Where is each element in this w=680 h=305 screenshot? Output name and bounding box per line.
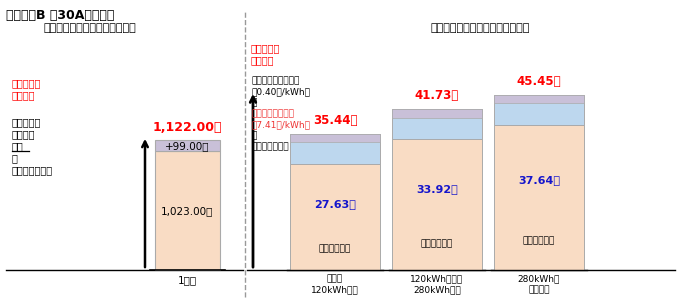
Bar xyxy=(494,125,584,270)
Text: 第３段階料金: 第３段階料金 xyxy=(523,236,555,246)
Text: 27.63円: 27.63円 xyxy=(314,199,356,209)
Text: 1契約: 1契約 xyxy=(178,275,197,285)
Text: 現行の料金単価: 現行の料金単価 xyxy=(251,142,288,152)
Text: 41.73円: 41.73円 xyxy=(415,89,459,102)
Text: 45.45円: 45.45円 xyxy=(517,75,561,88)
Text: 現行の料金単価: 現行の料金単価 xyxy=(12,165,53,175)
Text: 280kWhを
こえる分: 280kWhを こえる分 xyxy=(517,274,560,294)
Bar xyxy=(290,134,380,163)
Text: ＋: ＋ xyxy=(251,131,256,141)
Text: 120kWhをこえ
280kWhまで: 120kWhをこえ 280kWhまで xyxy=(411,274,464,294)
Text: 37.64円: 37.64円 xyxy=(518,175,560,185)
Text: 小売料金の見直し: 小売料金の見直し xyxy=(251,109,294,119)
Bar xyxy=(494,95,584,103)
Text: 託送料金の: 託送料金の xyxy=(12,117,41,127)
Bar xyxy=(155,152,220,270)
Text: 値上げ分: 値上げ分 xyxy=(12,129,35,139)
Text: 第２段階料金: 第２段階料金 xyxy=(421,239,453,248)
Bar xyxy=(155,140,220,152)
Text: 従量電灯B （30A）の場合: 従量電灯B （30A）の場合 xyxy=(6,9,114,22)
Text: 1,023.00円: 1,023.00円 xyxy=(161,206,214,216)
Text: 託送料金の値上げ分: 託送料金の値上げ分 xyxy=(251,77,299,85)
Text: （0.40円/kWh）: （0.40円/kWh） xyxy=(251,88,310,96)
Text: 【電力量料金の見直しイメージ】: 【電力量料金の見直しイメージ】 xyxy=(430,23,530,33)
Text: 料金単価: 料金単価 xyxy=(12,90,35,100)
Text: 第１段階料金: 第１段階料金 xyxy=(319,244,351,253)
Text: 値上げ後の: 値上げ後の xyxy=(251,43,280,53)
Text: 料金単価: 料金単価 xyxy=(251,55,275,65)
Bar xyxy=(392,109,482,139)
Bar xyxy=(290,163,380,270)
Bar xyxy=(494,95,584,125)
Text: ＋: ＋ xyxy=(12,153,18,163)
Text: 35.44円: 35.44円 xyxy=(313,113,357,127)
Bar xyxy=(392,139,482,270)
Text: 1,122.00円: 1,122.00円 xyxy=(153,121,222,134)
Text: 【基本料金の見直しイメージ】: 【基本料金の見直しイメージ】 xyxy=(44,23,137,33)
Text: ＋: ＋ xyxy=(251,99,256,107)
Text: 33.92円: 33.92円 xyxy=(416,184,458,194)
Text: 最初の
120kWhまで: 最初の 120kWhまで xyxy=(311,274,359,294)
Bar xyxy=(392,109,482,118)
Text: （7.41円/kWh）: （7.41円/kWh） xyxy=(251,120,310,130)
Bar xyxy=(290,134,380,142)
Text: +99.00円: +99.00円 xyxy=(165,141,209,151)
Text: 値上げ後の: 値上げ後の xyxy=(12,78,41,88)
Text: のみ: のみ xyxy=(12,141,24,151)
